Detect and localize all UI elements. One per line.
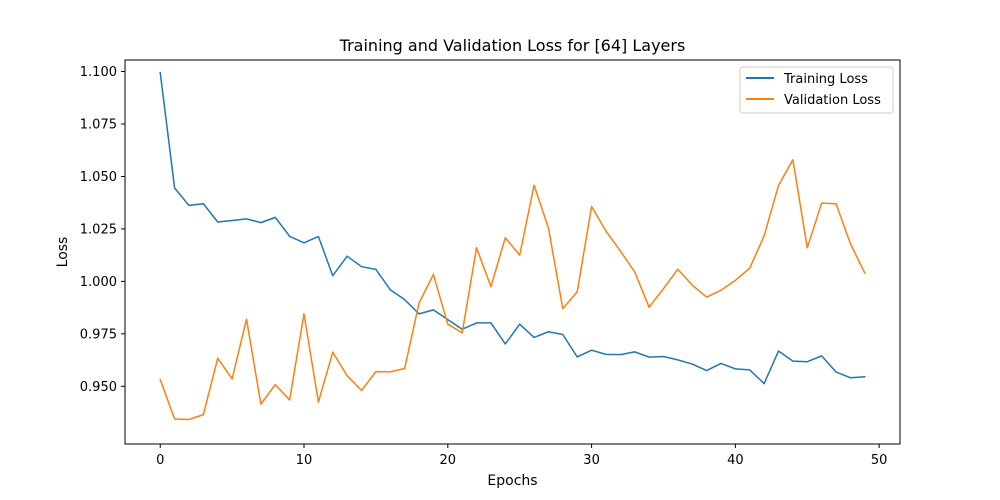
chart-title: Training and Validation Loss for [64] La… bbox=[339, 36, 686, 55]
y-tick-label: 1.025 bbox=[80, 222, 117, 237]
x-tick-label: 10 bbox=[296, 453, 313, 468]
y-tick-label: 1.075 bbox=[80, 118, 117, 133]
y-tick-label: 1.100 bbox=[80, 65, 117, 80]
y-tick-label: 1.000 bbox=[80, 275, 117, 290]
plot-lines bbox=[159, 71, 866, 421]
series-line-validation-loss bbox=[159, 158, 866, 421]
legend-box bbox=[739, 66, 894, 114]
legend-label-training-loss: Training Loss bbox=[783, 72, 868, 87]
x-tick-label: 20 bbox=[440, 453, 457, 468]
x-tick-label: 0 bbox=[156, 453, 164, 468]
y-tick-label: 1.050 bbox=[80, 170, 117, 185]
legend: Training Loss Validation Loss bbox=[739, 66, 894, 114]
y-axis-label: Loss bbox=[55, 237, 71, 268]
x-tick-label: 30 bbox=[583, 453, 600, 468]
x-axis-label: Epochs bbox=[487, 473, 537, 489]
legend-label-validation-loss: Validation Loss bbox=[784, 93, 881, 108]
y-axis: 0.950 0.975 1.000 1.025 1.050 1.075 1.100 bbox=[80, 65, 125, 395]
plot-frame bbox=[124, 59, 901, 445]
x-axis: 0 10 20 30 40 50 bbox=[156, 444, 887, 468]
y-tick-label: 0.950 bbox=[80, 380, 117, 395]
x-tick-label: 40 bbox=[727, 453, 744, 468]
series-line-training-loss bbox=[159, 71, 866, 385]
y-tick-label: 0.975 bbox=[80, 327, 117, 342]
x-tick-label: 50 bbox=[871, 453, 888, 468]
